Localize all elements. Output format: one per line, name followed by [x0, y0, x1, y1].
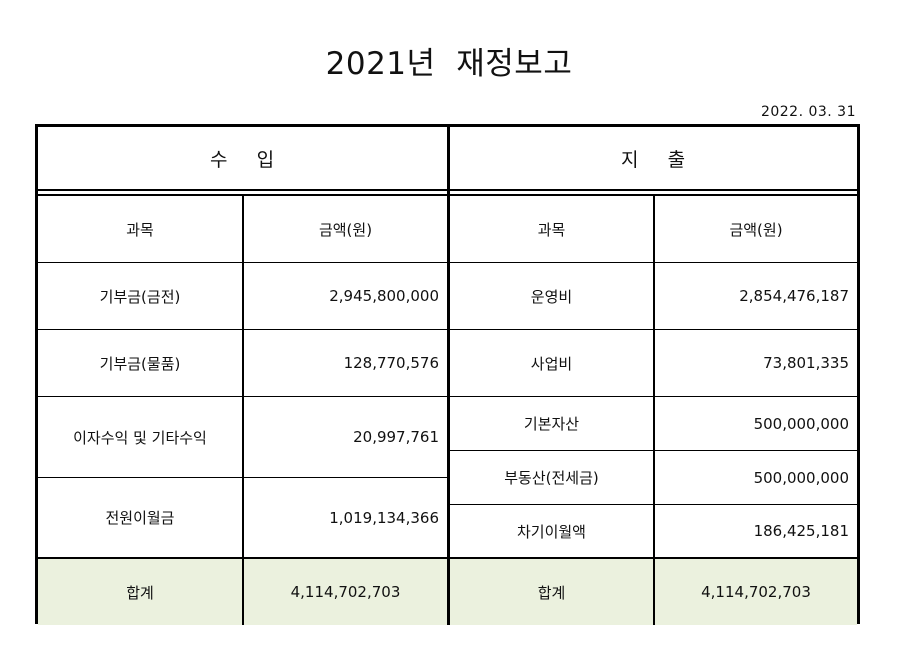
report-title: 2021년 재정보고	[325, 46, 573, 82]
center-divider	[447, 127, 450, 625]
expense-amount: 2,854,476,187	[739, 287, 849, 305]
expense-subject-header: 과목	[537, 220, 566, 239]
row-line	[38, 329, 447, 330]
expense-amount: 186,425,181	[753, 522, 849, 540]
expense-amount: 73,801,335	[763, 354, 849, 372]
row-line	[38, 396, 447, 397]
expense-subject: 운영비	[530, 287, 573, 306]
expense-subject: 기본자산	[523, 415, 580, 433]
row-line	[38, 262, 447, 263]
row-line	[450, 329, 857, 330]
income-amount: 20,997,761	[353, 428, 439, 446]
finance-table: 수 입 지 출 과목 금액(원) 과목 금액(원) 기부금(금전) 2,945,…	[35, 124, 860, 625]
income-subject: 기부금(금전)	[99, 287, 181, 306]
row-line	[450, 450, 857, 451]
expense-subject: 사업비	[530, 354, 573, 373]
expense-column-divider	[653, 196, 655, 625]
expense-amount: 500,000,000	[753, 468, 849, 487]
row-line	[450, 396, 857, 397]
row-line	[450, 504, 857, 505]
expense-total-label: 합계	[537, 583, 566, 602]
income-subject-header: 과목	[126, 220, 154, 239]
expense-amount-header: 금액(원)	[729, 220, 783, 239]
row-line	[38, 477, 447, 478]
income-total-amount: 4,114,702,703	[290, 583, 401, 601]
total-line	[38, 557, 857, 559]
income-column-divider	[242, 196, 244, 625]
row-line	[450, 262, 857, 263]
income-amount-header: 금액(원)	[318, 220, 373, 239]
expense-section-header: 지 출	[620, 148, 687, 171]
income-total-label: 합계	[126, 583, 154, 602]
income-subject: 전원이월금	[105, 509, 175, 527]
income-section-header: 수 입	[209, 148, 276, 171]
expense-subject: 차기이월액	[516, 522, 586, 541]
expense-amount: 500,000,000	[753, 414, 849, 433]
income-amount: 1,019,134,366	[329, 508, 439, 527]
expense-total-amount: 4,114,702,703	[701, 583, 811, 601]
income-subject: 이자수익 및 기타수익	[73, 428, 207, 447]
income-amount: 2,945,800,000	[329, 287, 439, 305]
report-date: 2022. 03. 31	[760, 104, 856, 120]
expense-subject: 부동산(전세금)	[504, 469, 599, 487]
income-subject: 기부금(물품)	[99, 354, 181, 373]
income-amount: 128,770,576	[343, 354, 439, 372]
